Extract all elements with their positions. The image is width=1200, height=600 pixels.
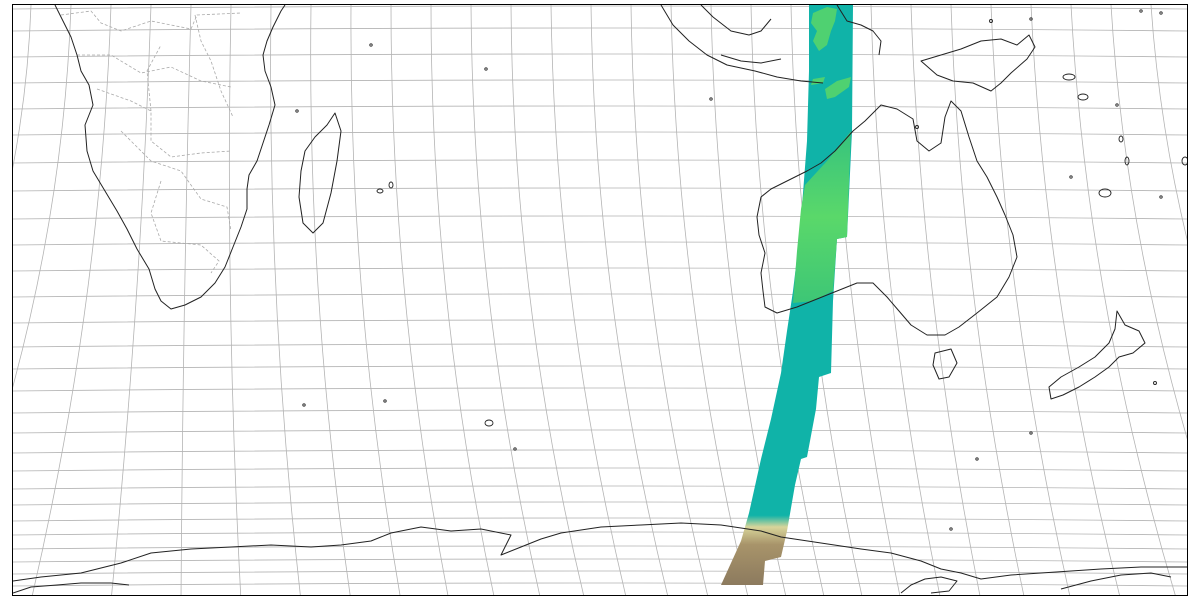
australia-coast	[756, 100, 1018, 336]
small-islands	[295, 9, 1187, 531]
satellite-swath	[721, 5, 853, 585]
new-guinea-coast	[920, 34, 1036, 92]
antarctic-peninsula-coast	[900, 576, 958, 594]
antarctica-coast	[13, 522, 1187, 582]
indonesia-coast	[660, 5, 882, 84]
country-borders	[60, 10, 242, 274]
swath-strip	[721, 5, 853, 585]
swath-land-islands	[811, 7, 837, 51]
swath-land-australia	[793, 131, 851, 303]
madagascar-coast	[298, 112, 342, 234]
ice-shelf-coast	[13, 572, 1172, 594]
graticule	[13, 5, 1187, 595]
new-zealand-coast	[1048, 310, 1146, 400]
tasmania-coast	[932, 348, 958, 380]
map-canvas[interactable]	[13, 5, 1188, 596]
africa-coast	[54, 5, 286, 310]
map-frame[interactable]	[12, 4, 1188, 596]
coastlines	[13, 5, 1187, 594]
swath-land-timor	[825, 77, 851, 99]
